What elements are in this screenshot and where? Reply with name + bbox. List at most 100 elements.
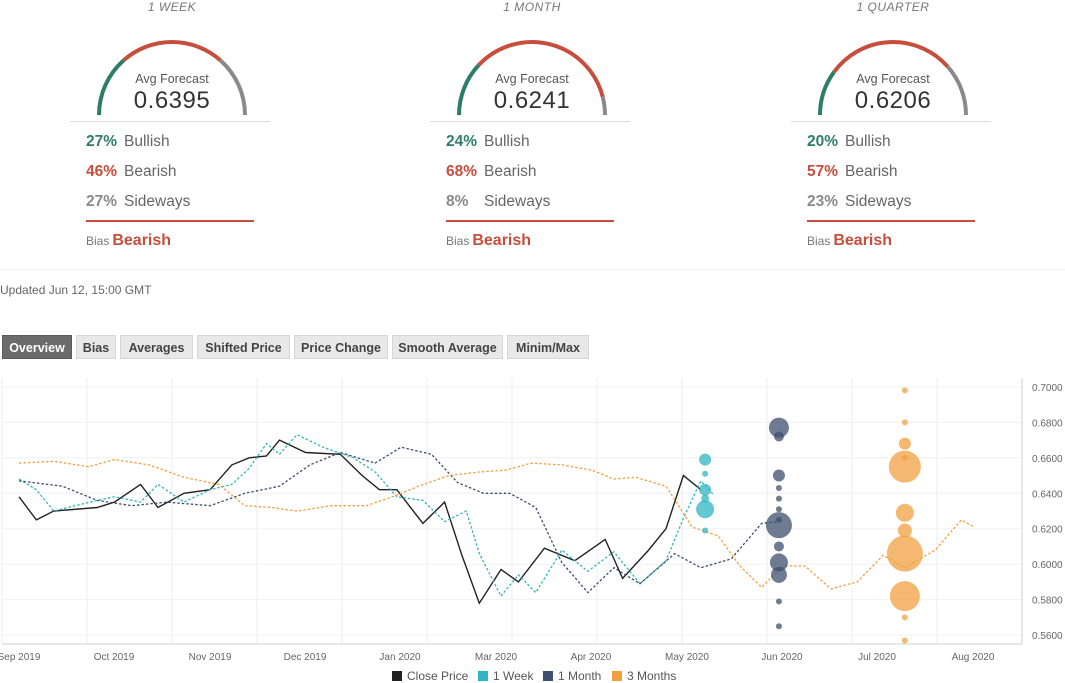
forecast-bubble <box>768 417 789 438</box>
forecast-bubble <box>769 553 788 572</box>
forecast-bubble <box>775 598 782 605</box>
bearish-label: Bearish <box>845 163 898 180</box>
panel-title: 1 QUARTER <box>856 0 930 14</box>
section-divider <box>0 269 1065 270</box>
y-tick-label: 0.6800 <box>1032 418 1063 429</box>
forecast-gauge: Avg Forecast 0.6206 <box>768 14 1018 122</box>
stat-row-bullish: 20% Bullish <box>807 131 911 161</box>
x-tick-label: Sep 2019 <box>0 652 41 662</box>
bias-divider <box>86 220 254 222</box>
bias-label: Bias <box>446 234 470 248</box>
legend-swatch <box>543 671 553 681</box>
legend-swatch <box>612 671 622 681</box>
x-tick-label: Apr 2020 <box>571 652 612 662</box>
series-line-month <box>18 446 779 594</box>
stat-row-bullish: 24% Bullish <box>446 131 550 161</box>
forecast-bubble <box>888 450 921 483</box>
tab-averages[interactable]: Averages <box>120 335 193 359</box>
avg-forecast-value: 0.6395 <box>133 87 211 114</box>
gauge-bearish-arc <box>477 40 605 98</box>
gauge-sideways-arc <box>946 65 968 116</box>
sideways-percent: 8% <box>446 193 469 210</box>
x-tick-label: Jun 2020 <box>761 652 803 662</box>
bullish-percent: 20% <box>807 133 839 150</box>
tab-minim-max[interactable]: Minim/Max <box>507 335 589 359</box>
y-tick-label: 0.5600 <box>1032 631 1063 642</box>
legend-item-quarter[interactable]: 3 Months <box>612 669 676 683</box>
forecast-bubble <box>886 535 923 572</box>
forecast-bubble <box>895 503 914 522</box>
tab-bias[interactable]: Bias <box>76 335 116 359</box>
tab-shifted-price[interactable]: Shifted Price <box>197 335 290 359</box>
avg-forecast-value: 0.6206 <box>854 87 932 114</box>
tab-price-change[interactable]: Price Change <box>294 335 388 359</box>
gauge-bullish-arc <box>97 58 126 116</box>
forecast-bubble <box>901 637 908 644</box>
stat-row-bearish: 46% Bearish <box>86 161 190 191</box>
forecast-bubbles-week <box>696 453 715 534</box>
forecast-bubble <box>775 495 782 502</box>
bias-summary: Bias Bearish <box>446 232 531 250</box>
forecast-bubble <box>898 437 911 450</box>
forecast-gauge: Avg Forecast 0.6241 <box>407 14 657 122</box>
forecast-bubble <box>901 419 908 426</box>
forecast-panel-quarter: 1 QUARTER Avg Forecast 0.6206 20% Bullish 57%… <box>768 0 1018 249</box>
gauge-sideways-arc <box>218 58 247 116</box>
stat-row-sideways: 27% Sideways <box>86 191 190 221</box>
bias-value: Bearish <box>472 232 532 249</box>
bias-label: Bias <box>807 234 831 248</box>
forecast-bubble <box>889 581 920 612</box>
forecast-bubbles-quarter <box>886 387 923 644</box>
bullish-percent: 24% <box>446 133 478 150</box>
forecast-bubble <box>702 470 709 477</box>
bias-value: Bearish <box>833 232 893 249</box>
legend-item-month[interactable]: 1 Month <box>543 669 601 683</box>
x-tick-label: Mar 2020 <box>475 652 518 662</box>
bias-label: Bias <box>86 234 110 248</box>
forecast-stats: 20% Bullish 57% Bearish 23% Sideways <box>807 131 911 221</box>
y-tick-label: 0.6000 <box>1032 560 1063 571</box>
stat-row-bearish: 68% Bearish <box>446 161 550 191</box>
legend-swatch <box>392 671 402 681</box>
legend-item-week[interactable]: 1 Week <box>478 669 533 683</box>
legend-label: Close Price <box>407 669 469 683</box>
forecast-bubble <box>773 541 784 552</box>
forecast-bubble <box>765 512 792 539</box>
forecast-bubble <box>699 453 712 466</box>
legend-item-close[interactable]: Close Price <box>392 669 468 683</box>
x-tick-label: Jan 2020 <box>379 652 421 662</box>
legend-label: 3 Months <box>627 669 677 683</box>
sideways-percent: 27% <box>86 193 118 210</box>
stat-row-bearish: 57% Bearish <box>807 161 911 191</box>
avg-forecast-label: Avg Forecast <box>135 72 209 86</box>
avg-forecast-label: Avg Forecast <box>495 72 569 86</box>
legend-label: 1 Month <box>558 669 602 683</box>
bearish-label: Bearish <box>484 163 537 180</box>
forecast-bubble <box>770 566 787 583</box>
bearish-percent: 57% <box>807 163 839 180</box>
tab-overview[interactable]: Overview <box>2 335 72 359</box>
tab-smooth-average[interactable]: Smooth Average <box>392 335 503 359</box>
y-tick-label: 0.5800 <box>1032 596 1063 607</box>
sideways-label: Sideways <box>124 193 191 210</box>
forecast-panel-month: 1 MONTH Avg Forecast 0.6241 24% Bullish 68% Be… <box>407 0 657 249</box>
forecast-bubble <box>773 431 784 442</box>
forecast-bubble <box>702 527 709 534</box>
forecast-panel-week: 1 WEEK Avg Forecast 0.6395 27% Bullish 46% Bea… <box>47 0 297 249</box>
bearish-percent: 46% <box>86 163 118 180</box>
stat-row-sideways: 23% Sideways <box>807 191 911 221</box>
y-tick-label: 0.6400 <box>1032 489 1063 500</box>
forecast-bubbles-month <box>765 417 792 630</box>
stat-row-bullish: 27% Bullish <box>86 131 190 161</box>
bullish-percent: 27% <box>86 133 118 150</box>
panel-separator <box>430 121 630 122</box>
gauge-bullish-arc <box>818 70 836 116</box>
panel-separator <box>791 121 991 122</box>
panel-separator <box>70 121 270 122</box>
forecast-stats: 27% Bullish 46% Bearish 27% Sideways <box>86 131 190 221</box>
series-line-week <box>18 433 715 598</box>
chart-grid <box>1 378 1023 644</box>
x-tick-label: Oct 2019 <box>94 652 135 662</box>
bias-summary: Bias Bearish <box>807 232 892 250</box>
bias-value: Bearish <box>112 232 172 249</box>
